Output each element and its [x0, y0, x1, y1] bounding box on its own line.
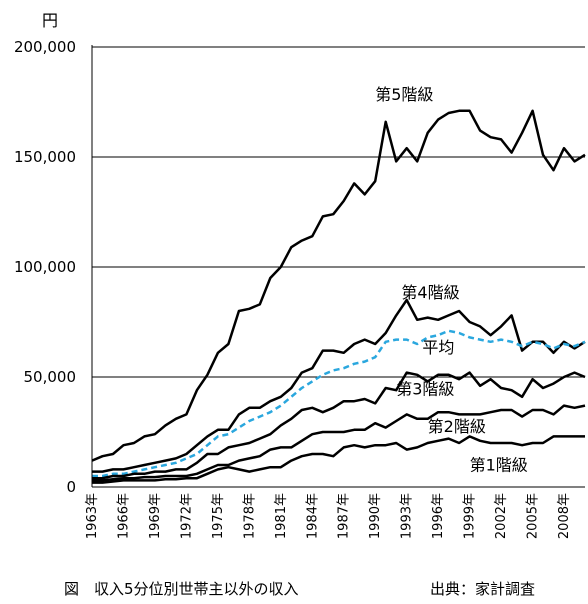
series-line-3 — [92, 371, 586, 480]
x-tick-label-9: 1990年 — [368, 493, 383, 539]
series-line-5 — [92, 435, 585, 484]
x-tick-label-10: 1993年 — [400, 493, 415, 539]
x-tick-label-11: 1996年 — [431, 493, 446, 539]
x-tick-label-6: 1981年 — [274, 493, 289, 539]
grid-lines — [92, 46, 585, 378]
x-tick-label-3: 1972年 — [179, 493, 194, 539]
x-tick-label-13: 2002年 — [494, 493, 509, 539]
x-tick-label-7: 1984年 — [305, 493, 320, 539]
x-tick-label-0: 1963年 — [85, 493, 100, 539]
y-tick-labels: 0 50,000 100,000 150,000 200,000 — [14, 38, 76, 496]
y-tick-label-1: 50,000 — [24, 368, 77, 386]
x-tick-label-14: 2005年 — [526, 493, 541, 539]
series-lines — [91, 109, 586, 484]
x-tick-label-15: 2008年 — [557, 493, 572, 539]
x-tick-label-2: 1969年 — [148, 493, 163, 539]
x-tick-label-1: 1966年 — [116, 493, 131, 539]
source-caption: 出典：家計調査 — [430, 580, 536, 598]
series-label-4: 第2階級 — [428, 417, 486, 436]
y-tick-label-4: 200,000 — [14, 38, 76, 56]
series-label-5: 第1階級 — [470, 456, 528, 475]
series-line-2 — [92, 329, 586, 478]
y-tick-label-2: 100,000 — [14, 258, 76, 276]
y-tick-label-0: 0 — [66, 478, 76, 496]
x-tick-label-12: 1999年 — [463, 493, 478, 539]
series-label-1: 第4階級 — [401, 283, 459, 302]
y-tick-label-3: 150,000 — [14, 148, 76, 166]
x-tick-label-8: 1987年 — [337, 493, 352, 539]
series-label-3: 第3階級 — [396, 380, 454, 399]
series-line-4 — [92, 404, 586, 482]
y-axis-unit-label: 円 — [42, 11, 58, 30]
figure-caption: 図 収入5分位別世帯主以外の収入 — [64, 580, 299, 598]
x-tick-label-4: 1975年 — [211, 493, 226, 539]
series-label-0: 第5階級 — [375, 85, 433, 104]
series-line-1 — [92, 298, 586, 473]
axes — [91, 45, 585, 488]
x-tick-labels: 1963年 1966年 1969年 1972年 1975年 1978年 1981年 1984年… — [85, 493, 572, 539]
x-tick-label-5: 1978年 — [242, 493, 257, 539]
series-label-2: 平均 — [422, 338, 454, 357]
series-line-0 — [91, 109, 586, 462]
